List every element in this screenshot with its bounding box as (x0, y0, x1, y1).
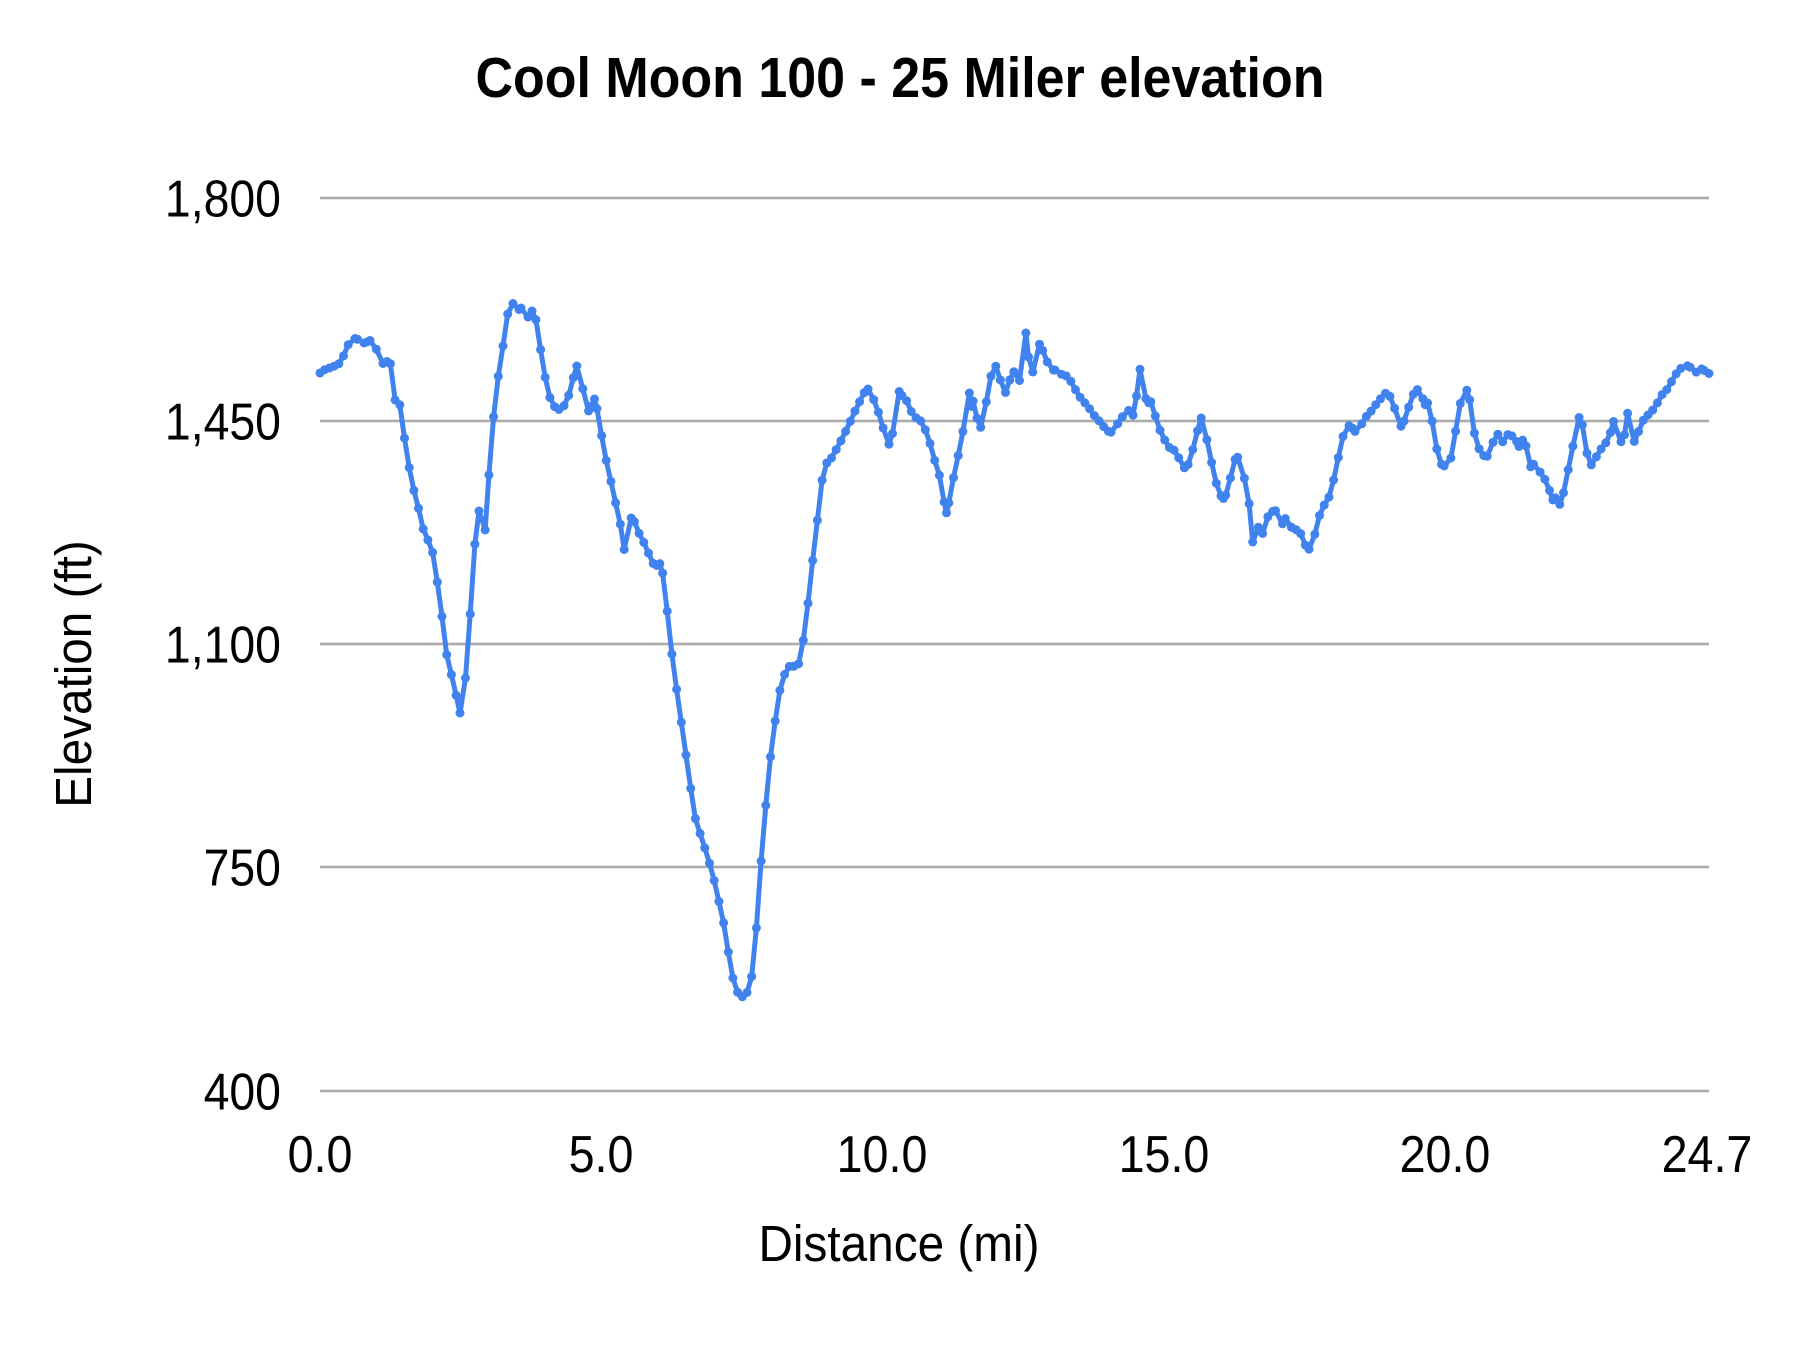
svg-text:10.0: 10.0 (837, 1127, 928, 1184)
svg-text:0.0: 0.0 (288, 1127, 353, 1184)
svg-text:1,800: 1,800 (165, 171, 281, 228)
svg-text:750: 750 (204, 840, 281, 897)
svg-text:Distance (mi): Distance (mi) (758, 1216, 1039, 1273)
svg-text:400: 400 (204, 1064, 281, 1121)
svg-text:5.0: 5.0 (569, 1127, 634, 1184)
svg-text:Elevation (ft): Elevation (ft) (45, 540, 102, 808)
svg-text:Cool Moon 100 - 25 Miler eleva: Cool Moon 100 - 25 Miler elevation (476, 46, 1325, 110)
svg-text:1,450: 1,450 (165, 394, 281, 451)
svg-text:1,100: 1,100 (165, 617, 281, 674)
svg-text:15.0: 15.0 (1119, 1127, 1210, 1184)
svg-text:24.7: 24.7 (1662, 1127, 1753, 1184)
svg-text:20.0: 20.0 (1400, 1127, 1491, 1184)
